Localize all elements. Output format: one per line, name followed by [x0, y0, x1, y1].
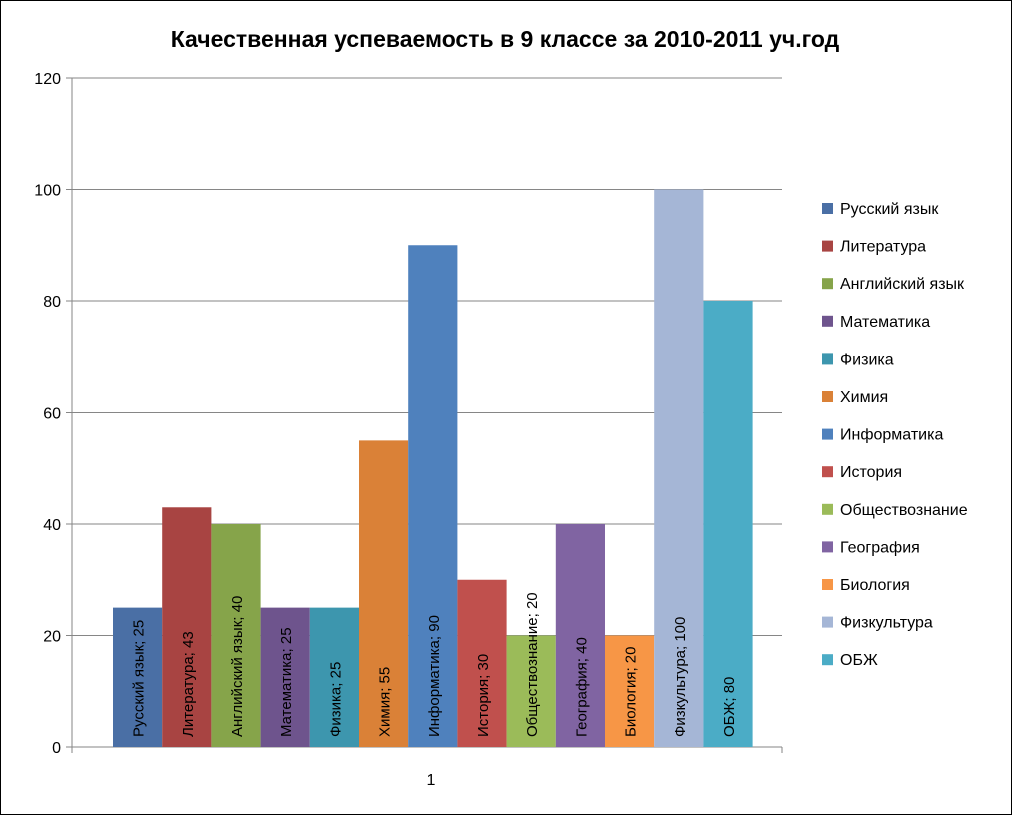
legend-label: Химия: [840, 389, 888, 406]
legend-label: Информатика: [840, 427, 943, 444]
legend-label: Биология: [840, 577, 910, 594]
chart-title: Качественная успеваемость в 9 классе за …: [171, 26, 840, 52]
legend-label: География: [840, 539, 920, 556]
legend-label: Физика: [840, 351, 894, 368]
legend-label: Физкультура: [840, 615, 933, 632]
legend-swatch: [822, 541, 833, 553]
data-label: Математика; 25: [278, 627, 295, 737]
data-label: Информатика; 90: [426, 615, 443, 737]
bar-4: [260, 607, 310, 747]
bar-11: [605, 635, 655, 747]
legend-swatch: [822, 503, 833, 515]
data-label: Физика; 25: [327, 662, 344, 737]
legend-label: Литература: [840, 239, 926, 256]
legend: Русский язык Литература Английский язык Мат…: [822, 201, 968, 669]
bar-8: [457, 579, 507, 747]
bar-13: [703, 301, 753, 747]
bar-9: [506, 635, 556, 747]
data-label: Физкультура; 100: [672, 617, 689, 737]
legend-swatch: [822, 466, 833, 478]
data-label: История; 30: [475, 654, 492, 737]
data-label: Биология; 20: [623, 647, 640, 738]
bar-12: [654, 189, 704, 747]
y-tick-label: 40: [43, 517, 61, 534]
legend-label: Русский язык: [840, 201, 939, 218]
bar-2: [162, 507, 212, 747]
legend-swatch: [822, 240, 833, 252]
data-label: Химия; 55: [377, 667, 394, 737]
legend-swatch: [822, 616, 833, 628]
data-label: Обществознание; 20: [524, 592, 541, 737]
y-tick-label: 20: [43, 629, 61, 646]
data-label: Литература; 43: [180, 631, 197, 737]
legend-swatch: [822, 428, 833, 440]
y-tick-label: 60: [43, 406, 61, 423]
legend-swatch: [822, 315, 833, 327]
bar-1: [113, 607, 163, 747]
y-tick-label: 100: [34, 183, 61, 200]
legend-label: Обществознание: [840, 502, 968, 519]
bars-layer: [113, 189, 753, 747]
legend-label: Английский язык: [840, 276, 965, 293]
bar-3: [211, 524, 261, 747]
bar-5: [309, 607, 359, 747]
legend-swatch: [822, 579, 833, 590]
legend-swatch: [822, 654, 833, 666]
y-tick-label: 80: [43, 294, 61, 311]
legend-label: ОБЖ: [840, 652, 878, 669]
legend-label: История: [840, 464, 902, 481]
bar-7: [408, 245, 458, 747]
legend-swatch: [822, 278, 833, 290]
data-label: Русский язык; 25: [131, 620, 148, 737]
data-labels-layer: Русский язык; 25 Литература; 43 Английский…: [131, 592, 738, 737]
data-label: Английский язык; 40: [229, 596, 246, 737]
y-tick-label: 120: [34, 71, 61, 88]
y-tick-label: 0: [52, 740, 61, 757]
data-label: География; 40: [573, 637, 590, 737]
bar-6: [359, 440, 409, 747]
legend-swatch: [822, 391, 833, 402]
legend-label: Математика: [840, 314, 930, 331]
x-tick-label: 1: [427, 772, 436, 789]
legend-swatch: [822, 203, 833, 214]
data-label: ОБЖ; 80: [721, 677, 738, 737]
bar-10: [555, 524, 605, 747]
legend-swatch: [822, 353, 833, 365]
